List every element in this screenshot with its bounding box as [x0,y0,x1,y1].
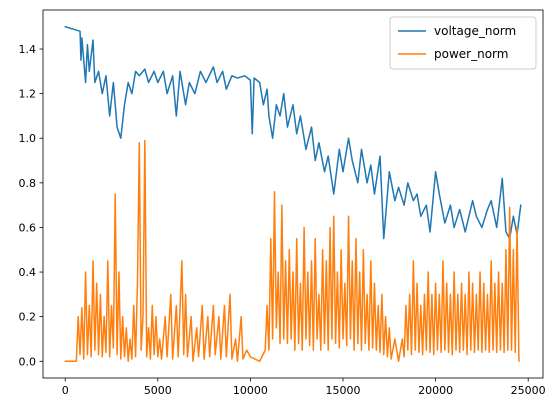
y-tick-label: 0.8 [19,177,37,190]
y-tick-label: 0.4 [19,266,37,279]
y-tick-label: 1.2 [19,88,37,101]
plot-frame [42,9,544,379]
y-tick-label: 0.0 [19,355,37,368]
y-tick-label: 0.6 [19,221,37,234]
x-tick-label: 15000 [326,384,361,397]
legend-label-power_norm: power_norm [434,47,508,61]
x-tick-label: 0 [62,384,69,397]
y-tick-label: 1.0 [19,132,37,145]
plot-background [43,10,543,378]
x-tick-label: 5000 [144,384,172,397]
y-tick-label: 1.4 [19,43,37,56]
axes-layer: 0 5000 10000 15000 20000 25000 0.0 0.2 0.4 0.6 0.8… [19,43,546,397]
legend-box [389,16,537,70]
x-tick-label: 25000 [511,384,546,397]
series-layer [64,25,522,363]
legend-label-voltage_norm: voltage_norm [434,24,516,38]
x-tick-label: 20000 [418,384,453,397]
legend: voltage_norm power_norm [389,16,537,70]
series-line-power_norm [64,139,520,363]
series-line-voltage_norm [64,25,522,240]
y-tick-label: 0.2 [19,311,37,324]
x-tick-label: 10000 [233,384,268,397]
